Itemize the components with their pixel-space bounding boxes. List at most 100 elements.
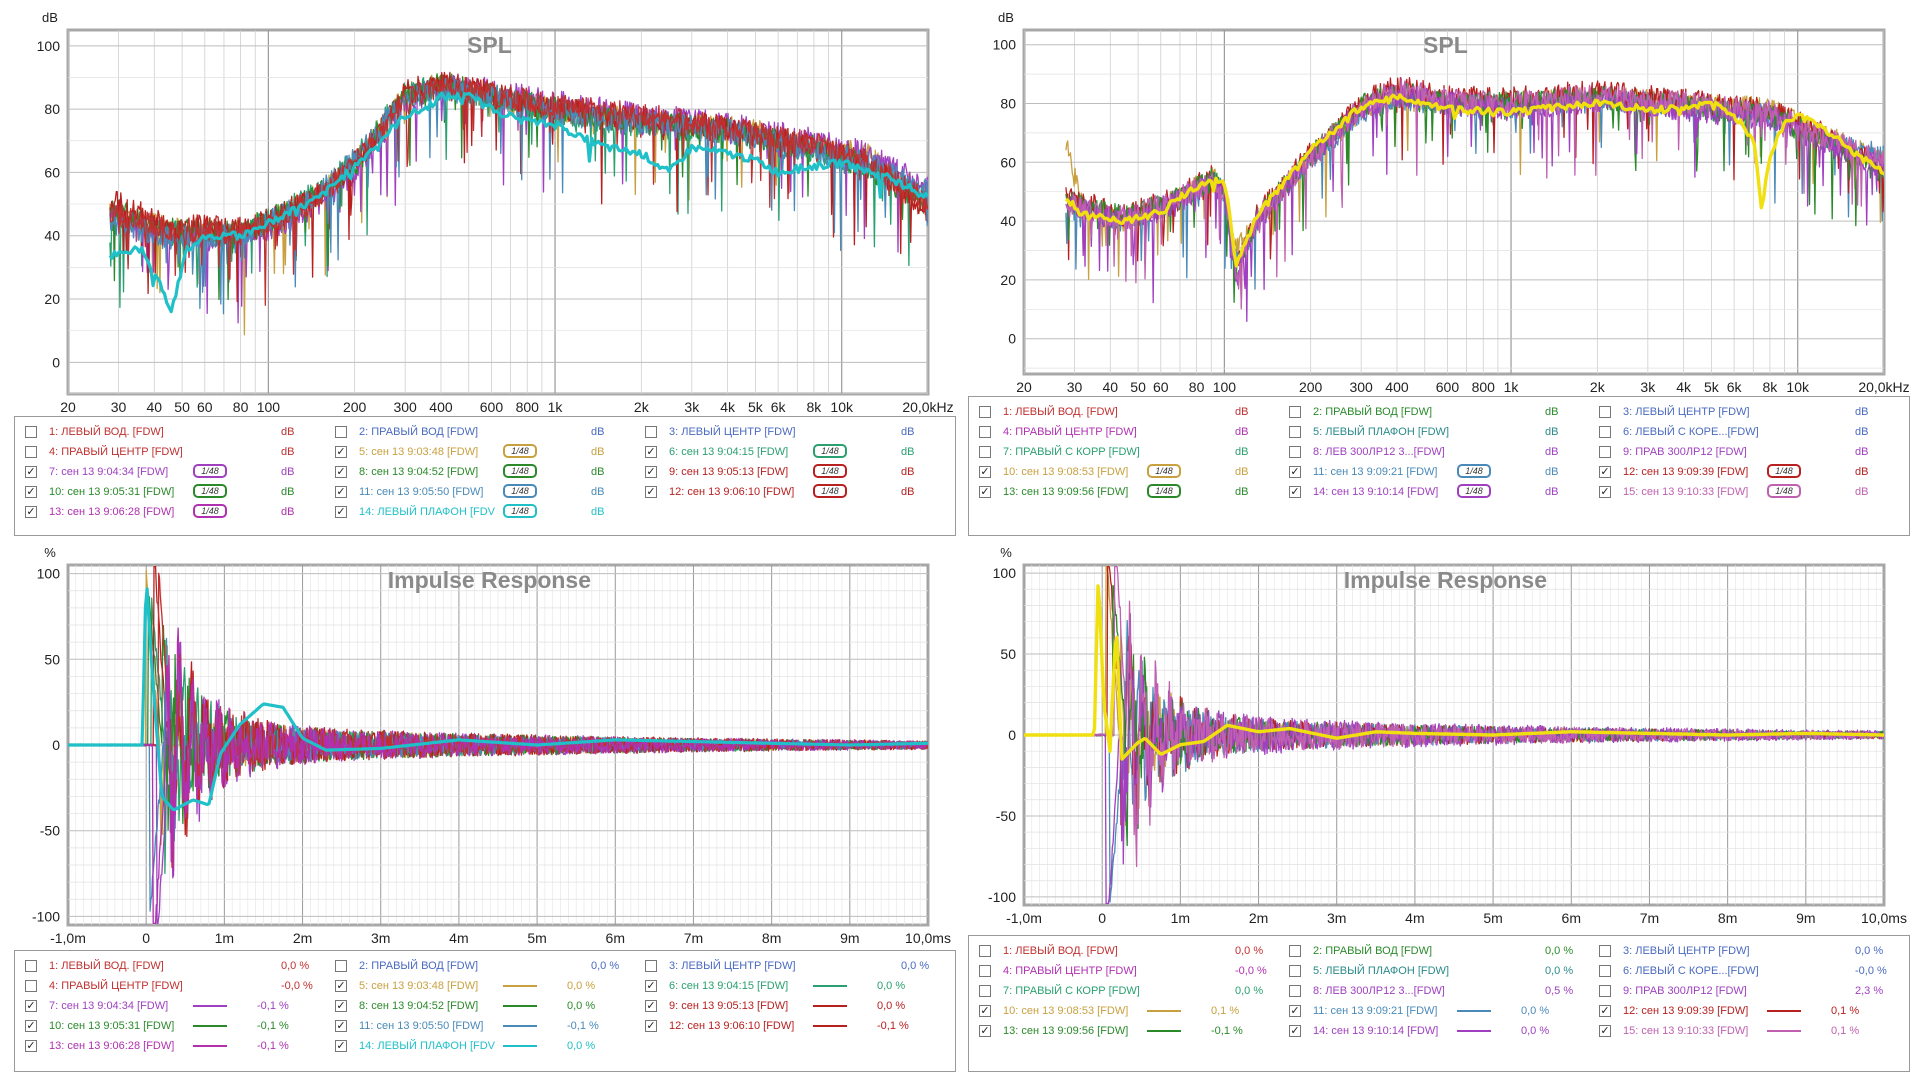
legend-item[interactable]: ✓ 11: сен 13 9:09:21 [FDW] 0,0 % (1289, 1004, 1589, 1020)
legend-item[interactable]: 4: ПРАВЫЙ ЦЕНТР [FDW] dB (979, 425, 1279, 441)
smoothing-badge[interactable]: 1/48 (503, 504, 537, 518)
legend-item[interactable]: ✓ 12: сен 13 9:06:10 [FDW] 1/48 dB (645, 484, 945, 501)
legend-checkbox[interactable] (335, 960, 347, 972)
legend-item[interactable]: ✓ 10: сен 13 9:05:31 [FDW] 1/48 dB (25, 484, 325, 501)
legend-checkbox[interactable] (979, 406, 991, 418)
legend-item[interactable]: ✓ 5: сен 13 9:03:48 [FDW] 0,0 % (335, 979, 635, 995)
legend-item[interactable]: 9: ПРАВ 300ЛР12 [FDW] dB (1599, 445, 1899, 461)
legend-checkbox[interactable] (1599, 446, 1611, 458)
smoothing-badge[interactable]: 1/48 (1147, 484, 1181, 498)
legend-checkbox[interactable] (1599, 426, 1611, 438)
legend-item[interactable]: 3: ЛЕВЫЙ ЦЕНТР [FDW] dB (645, 425, 945, 441)
legend-item[interactable]: ✓ 12: сен 13 9:09:39 [FDW] 0,1 % (1599, 1004, 1899, 1020)
legend-checkbox[interactable] (1599, 985, 1611, 997)
legend-checkbox[interactable]: ✓ (645, 1019, 657, 1032)
legend-checkbox[interactable] (1289, 426, 1301, 438)
legend-checkbox[interactable] (979, 985, 991, 997)
legend-checkbox[interactable] (979, 965, 991, 977)
smoothing-badge[interactable]: 1/48 (1147, 464, 1181, 478)
legend-checkbox[interactable]: ✓ (1289, 1004, 1301, 1017)
legend-checkbox[interactable] (1289, 945, 1301, 957)
legend-checkbox[interactable]: ✓ (25, 465, 37, 478)
legend-item[interactable]: 7: ПРАВЫЙ С КОРР [FDW] 0,0 % (979, 984, 1279, 1000)
legend-checkbox[interactable]: ✓ (1599, 465, 1611, 478)
legend-checkbox[interactable] (1289, 965, 1301, 977)
smoothing-badge[interactable]: 1/48 (1767, 464, 1801, 478)
legend-item[interactable]: 5: ЛЕВЫЙ ПЛАФОН [FDW] 0,0 % (1289, 964, 1589, 980)
legend-item[interactable]: 3: ЛЕВЫЙ ЦЕНТР [FDW] dB (1599, 405, 1899, 421)
legend-checkbox[interactable]: ✓ (335, 505, 347, 518)
legend-item[interactable]: ✓ 13: сен 13 9:09:56 [FDW] 1/48 dB (979, 484, 1279, 501)
legend-item[interactable]: ✓ 14: сен 13 9:10:14 [FDW] 1/48 dB (1289, 484, 1589, 501)
legend-item[interactable]: ✓ 14: сен 13 9:10:14 [FDW] 0,0 % (1289, 1024, 1589, 1040)
legend-item[interactable]: 5: ЛЕВЫЙ ПЛАФОН [FDW] dB (1289, 425, 1589, 441)
legend-item[interactable]: 2: ПРАВЫЙ ВОД [FDW] dB (1289, 405, 1589, 421)
legend-item[interactable]: ✓ 9: сен 13 9:05:13 [FDW] 1/48 dB (645, 464, 945, 481)
legend-item[interactable]: ✓ 10: сен 13 9:05:31 [FDW] -0,1 % (25, 1019, 325, 1035)
legend-item[interactable]: ✓ 7: сен 13 9:04:34 [FDW] 1/48 dB (25, 464, 325, 481)
legend-item[interactable]: 2: ПРАВЫЙ ВОД [FDW] dB (335, 425, 635, 441)
legend-checkbox[interactable]: ✓ (1599, 1004, 1611, 1017)
legend-checkbox[interactable]: ✓ (979, 1004, 991, 1017)
smoothing-badge[interactable]: 1/48 (193, 484, 227, 498)
legend-checkbox[interactable] (335, 426, 347, 438)
legend-item[interactable]: ✓ 13: сен 13 9:06:28 [FDW] -0,1 % (25, 1039, 325, 1055)
legend-checkbox[interactable] (979, 945, 991, 957)
legend-item[interactable]: 7: ПРАВЫЙ С КОРР [FDW] dB (979, 445, 1279, 461)
legend-item[interactable]: 3: ЛЕВЫЙ ЦЕНТР [FDW] 0,0 % (645, 959, 945, 975)
legend-item[interactable]: 6: ЛЕВЫЙ С КОРЕ...[FDW] -0,0 % (1599, 964, 1899, 980)
smoothing-badge[interactable]: 1/48 (813, 464, 847, 478)
smoothing-badge[interactable]: 1/48 (503, 484, 537, 498)
legend-checkbox[interactable] (645, 960, 657, 972)
legend-item[interactable]: ✓ 11: сен 13 9:09:21 [FDW] 1/48 dB (1289, 464, 1589, 481)
smoothing-badge[interactable]: 1/48 (813, 444, 847, 458)
legend-item[interactable]: ✓ 15: сен 13 9:10:33 [FDW] 1/48 dB (1599, 484, 1899, 501)
legend-item[interactable]: 1: ЛЕВЫЙ ВОД. [FDW] dB (25, 425, 325, 441)
legend-item[interactable]: 1: ЛЕВЫЙ ВОД. [FDW] dB (979, 405, 1279, 421)
legend-item[interactable]: ✓ 14: ЛЕВЫЙ ПЛАФОН [FDV 0,0 % (335, 1039, 635, 1055)
legend-checkbox[interactable]: ✓ (1289, 485, 1301, 498)
legend-checkbox[interactable] (1599, 965, 1611, 977)
legend-checkbox[interactable]: ✓ (1599, 1024, 1611, 1037)
legend-item[interactable]: ✓ 14: ЛЕВЫЙ ПЛАФОН [FDV 1/48 dB (335, 504, 635, 521)
legend-checkbox[interactable]: ✓ (979, 485, 991, 498)
legend-checkbox[interactable]: ✓ (335, 445, 347, 458)
legend-checkbox[interactable]: ✓ (979, 1024, 991, 1037)
legend-checkbox[interactable] (1599, 945, 1611, 957)
legend-item[interactable]: 4: ПРАВЫЙ ЦЕНТР [FDW] -0,0 % (25, 979, 325, 995)
legend-item[interactable]: 1: ЛЕВЫЙ ВОД. [FDW] 0,0 % (25, 959, 325, 975)
legend-item[interactable]: 8: ЛЕВ 300ЛР12 3...[FDW] dB (1289, 445, 1589, 461)
legend-item[interactable]: ✓ 10: сен 13 9:08:53 [FDW] 0,1 % (979, 1004, 1279, 1020)
legend-checkbox[interactable]: ✓ (979, 465, 991, 478)
legend-item[interactable]: 3: ЛЕВЫЙ ЦЕНТР [FDW] 0,0 % (1599, 944, 1899, 960)
legend-checkbox[interactable] (25, 446, 37, 458)
legend-item[interactable]: 2: ПРАВЫЙ ВОД [FDW] 0,0 % (1289, 944, 1589, 960)
legend-checkbox[interactable]: ✓ (25, 999, 37, 1012)
smoothing-badge[interactable]: 1/48 (193, 504, 227, 518)
legend-checkbox[interactable]: ✓ (335, 999, 347, 1012)
legend-checkbox[interactable]: ✓ (25, 1019, 37, 1032)
legend-item[interactable]: ✓ 11: сен 13 9:05:50 [FDW] 1/48 dB (335, 484, 635, 501)
legend-item[interactable]: ✓ 13: сен 13 9:06:28 [FDW] 1/48 dB (25, 504, 325, 521)
legend-item[interactable]: 2: ПРАВЫЙ ВОД [FDW] 0,0 % (335, 959, 635, 975)
legend-checkbox[interactable]: ✓ (1289, 1024, 1301, 1037)
legend-item[interactable]: ✓ 8: сен 13 9:04:52 [FDW] 0,0 % (335, 999, 635, 1015)
legend-checkbox[interactable] (25, 960, 37, 972)
legend-checkbox[interactable] (1289, 985, 1301, 997)
legend-checkbox[interactable]: ✓ (25, 1039, 37, 1052)
legend-item[interactable]: ✓ 10: сен 13 9:08:53 [FDW] 1/48 dB (979, 464, 1279, 481)
legend-item[interactable]: ✓ 6: сен 13 9:04:15 [FDW] 1/48 dB (645, 444, 945, 461)
legend-item[interactable]: 1: ЛЕВЫЙ ВОД. [FDW] 0,0 % (979, 944, 1279, 960)
legend-checkbox[interactable]: ✓ (645, 445, 657, 458)
smoothing-badge[interactable]: 1/48 (1457, 464, 1491, 478)
legend-checkbox[interactable] (1289, 446, 1301, 458)
legend-checkbox[interactable] (1599, 406, 1611, 418)
legend-item[interactable]: 6: ЛЕВЫЙ С КОРЕ...[FDW] dB (1599, 425, 1899, 441)
legend-item[interactable]: ✓ 7: сен 13 9:04:34 [FDW] -0,1 % (25, 999, 325, 1015)
legend-checkbox[interactable]: ✓ (335, 1019, 347, 1032)
legend-checkbox[interactable]: ✓ (335, 979, 347, 992)
legend-checkbox[interactable]: ✓ (25, 485, 37, 498)
smoothing-badge[interactable]: 1/48 (1767, 484, 1801, 498)
legend-checkbox[interactable]: ✓ (335, 465, 347, 478)
legend-checkbox[interactable] (979, 446, 991, 458)
